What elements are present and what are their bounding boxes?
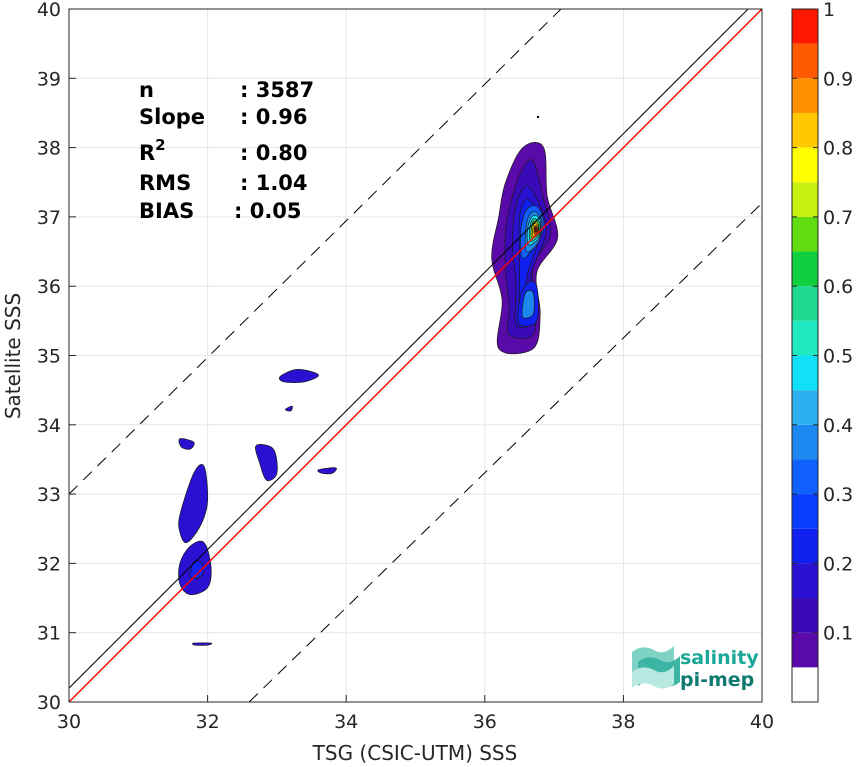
y-tick-label-37: 37 [37,207,61,229]
stat-value-n: : 3587 [240,78,314,102]
stat-label-slope: Slope [139,105,205,129]
colorbar-tick-label-6: 0.7 [823,207,853,229]
stat-value-rms: : 1.04 [240,171,308,195]
contour-blob-31.7-33.75 [178,438,195,450]
stat-value-bias: : 0.05 [234,199,302,223]
colorbar-band-4 [792,528,818,564]
colorbar-band-10 [792,320,818,356]
stat-value-r: : 0.80 [240,141,308,165]
colorbar-band-19 [792,9,818,44]
logo-pi-mep-text: pi-mep [680,669,754,691]
colorbar-band-13 [792,216,818,252]
colorbar-tick-label-9: 1 [823,0,835,21]
colorbar-band-12 [792,251,818,287]
y-tick-label-39: 39 [37,68,61,90]
colorbar-band-0 [792,667,818,702]
colorbar-band-6 [792,459,818,495]
x-tick-label-32: 32 [196,711,220,733]
colorbar-band-2 [792,598,818,633]
colorbar-tick-label-8: 0.9 [823,68,853,90]
x-axis-ticks: 30 32 34 36 38 40 [57,695,774,733]
colorbar-band-11 [792,286,818,321]
y-tick-label-40: 40 [37,0,61,21]
x-tick-label-30: 30 [57,711,81,733]
colorbar-tick-label-1: 0.2 [823,553,853,575]
colorbar-band-3 [792,563,818,599]
stat-label-rms: RMS [139,171,191,195]
colorbar-ticks: 0.1 0.2 0.3 0.4 0.5 0.6 0.7 0.8 0.9 1 [792,0,853,645]
colorbar-band-9 [792,355,818,391]
colorbar-tick-label-3: 0.4 [823,415,853,437]
y-axis-ticks: 30 31 32 33 34 35 36 37 38 39 40 [37,0,76,714]
stat-label-superscript: 2 [155,136,165,154]
y-tick-label-35: 35 [37,346,61,368]
outlier-point [536,115,540,119]
stat-value-slope: : 0.96 [240,105,308,129]
contour-blob-33.7-33.35 [317,467,337,475]
x-axis-label: TSG (CSIC-UTM) SSS [312,741,518,765]
colorbar-band-16 [792,112,818,148]
contour-blob-33.4-34.7 [279,369,319,383]
reference-lines [69,9,762,702]
x-tick-label-34: 34 [334,711,358,733]
contour-blob-31.9-30.85 [192,642,213,646]
contour-blob-31.9-32.9 [178,464,209,544]
y-tick-label-36: 36 [37,276,61,298]
y-tick-label-30: 30 [37,692,61,714]
colorbar-band-5 [792,494,818,529]
y-tick-label-32: 32 [37,553,61,575]
y-tick-label-38: 38 [37,138,61,160]
colorbar-band-8 [792,390,818,425]
colorbar-band-18 [792,43,818,79]
colorbar-tick-label-0: 0.1 [823,623,853,645]
contour-main-cluster-peak [534,226,538,233]
x-tick-label-36: 36 [473,711,497,733]
stat-label-bias: BIAS [139,199,194,223]
colorbar-band-7 [792,424,818,460]
y-tick-label-31: 31 [37,623,61,645]
x-tick-label-40: 40 [750,711,774,733]
wave-logo-icon [632,646,680,689]
colorbar-tick-label-4: 0.5 [823,346,853,368]
contour-blob-33.2-34.25 [284,405,293,412]
logo-salinity-text: salinity [680,647,759,669]
contour-blob-32.8-33.5 [255,444,278,481]
stat-label-n: n [139,78,154,102]
line-upper-bound [69,9,562,495]
y-axis-label: Satellite SSS [1,293,25,419]
colorbar-tick-label-7: 0.8 [823,138,853,160]
contour-main-lower-lobe-l2 [521,290,535,319]
x-tick-label-38: 38 [611,711,635,733]
colorbar-band-15 [792,147,818,183]
colorbar-tick-label-2: 0.3 [823,484,853,506]
colorbar-band-1 [792,632,818,668]
line-regression [69,9,762,702]
line-identity [69,9,749,689]
y-tick-label-34: 34 [37,415,61,437]
colorbar-tick-label-5: 0.6 [823,276,853,298]
colorbar-band-17 [792,78,818,113]
colorbar-band-14 [792,182,818,217]
salinity-pi-mep-logo: salinity pi-mep [632,646,759,691]
y-tick-label-33: 33 [37,484,61,506]
